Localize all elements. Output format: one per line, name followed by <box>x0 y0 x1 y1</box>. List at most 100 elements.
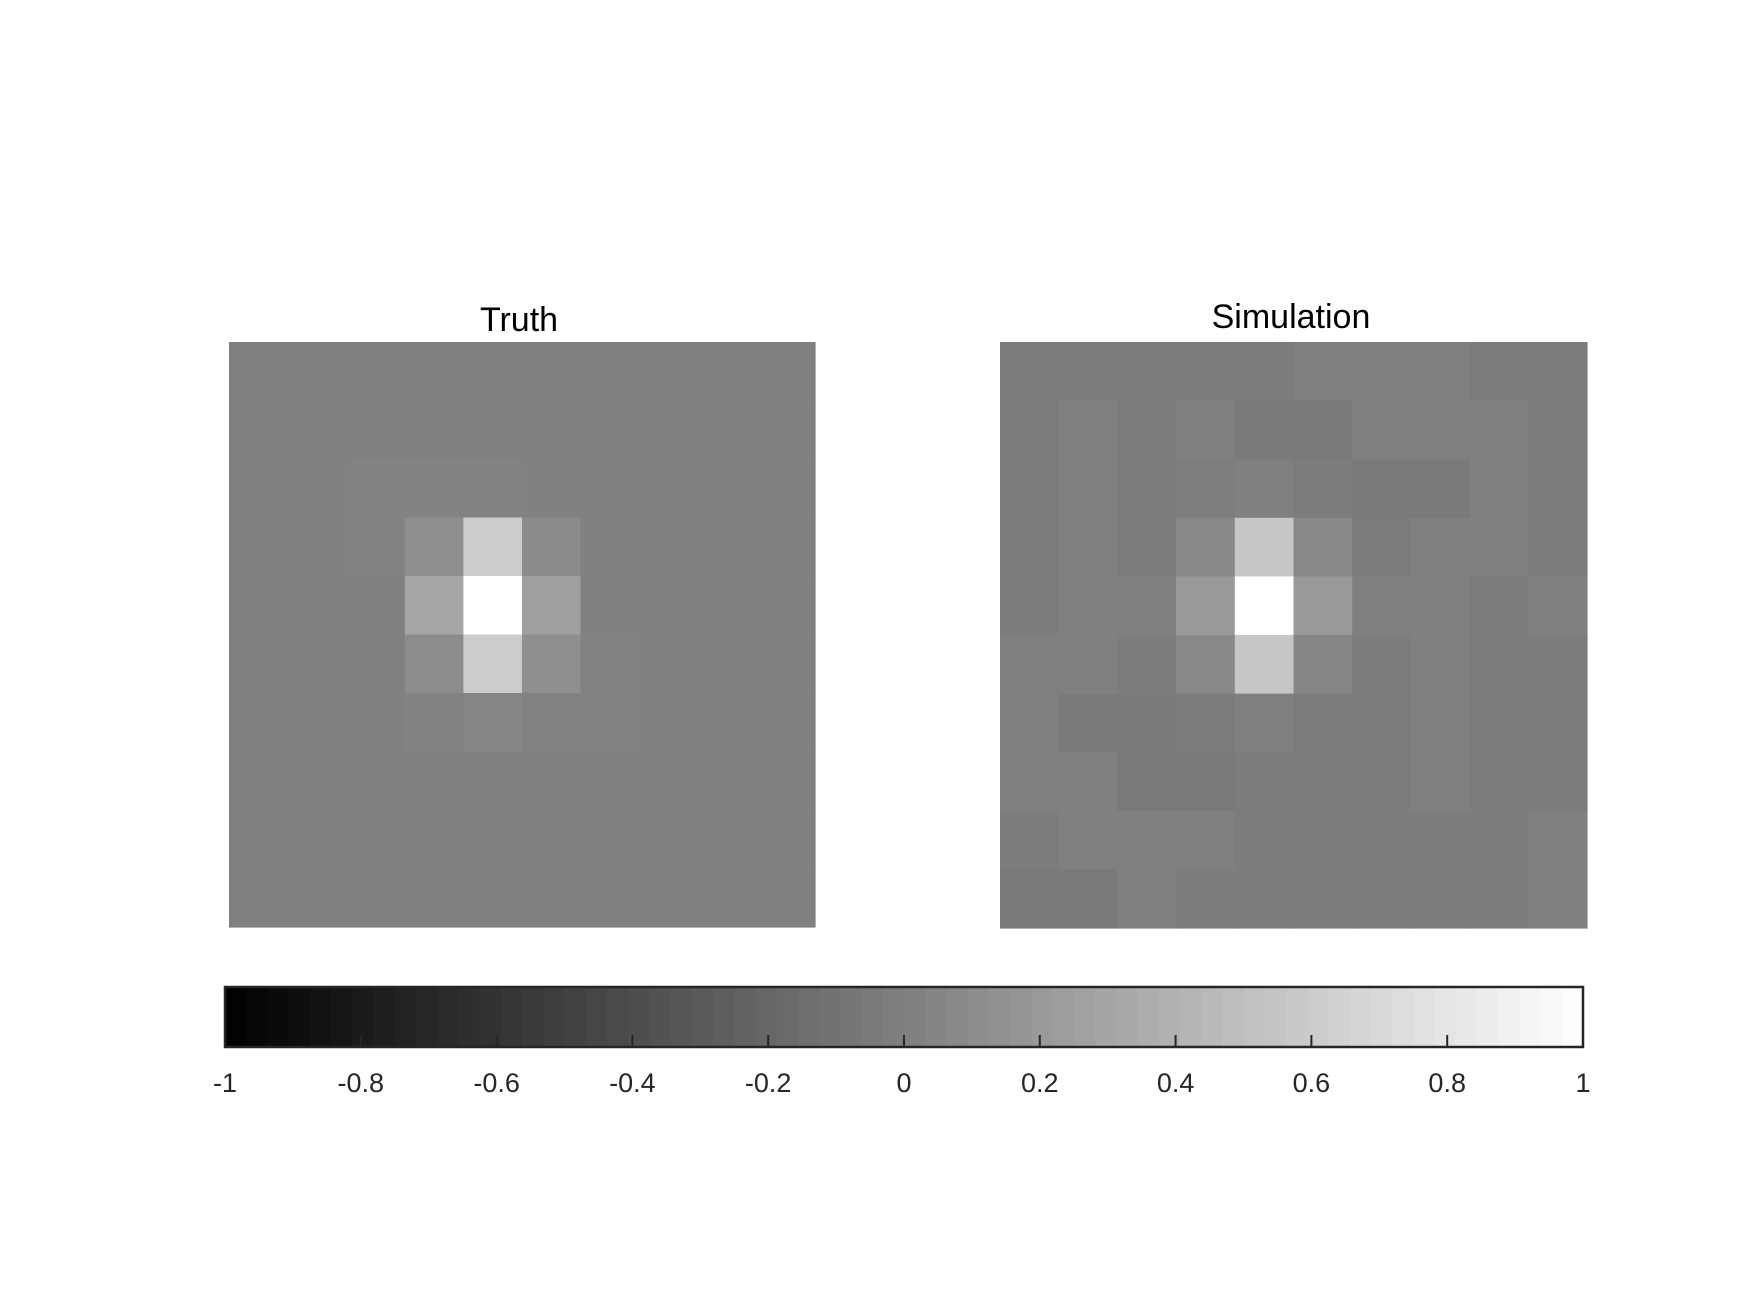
heatmap-cell <box>287 693 347 753</box>
colorbar-step <box>1370 987 1393 1047</box>
heatmap-cell <box>697 400 757 460</box>
heatmap-cell <box>229 576 289 636</box>
heatmap-cell <box>756 517 816 577</box>
heatmap-cell <box>1410 400 1471 460</box>
colorbar-step <box>1307 987 1329 1047</box>
heatmap-cell <box>463 693 523 753</box>
colorbar-step <box>458 987 481 1047</box>
heatmap-cell <box>346 634 406 694</box>
heatmap-cell <box>229 751 289 811</box>
heatmap-cell <box>404 868 464 928</box>
heatmap-cell <box>1176 517 1236 577</box>
heatmap-cell <box>580 400 640 460</box>
colorbar-tick-label: 0.2 <box>1021 1068 1059 1098</box>
heatmap-cell <box>522 400 582 460</box>
heatmap-cell <box>229 810 289 870</box>
colorbar-step <box>309 987 332 1047</box>
heatmap-cell <box>1234 869 1295 929</box>
colorbar-step <box>1116 987 1139 1047</box>
heatmap-cell <box>1528 342 1588 402</box>
heatmap-cell <box>1058 517 1118 577</box>
heatmap-cell <box>404 517 464 577</box>
colorbar-step <box>819 987 841 1047</box>
heatmap-cell <box>287 868 347 928</box>
colorbar-step <box>1476 987 1499 1047</box>
heatmap-cell <box>404 342 464 402</box>
heatmap-cell <box>1293 400 1353 460</box>
colorbar-step <box>1073 987 1096 1047</box>
heatmap-cell <box>287 751 347 811</box>
heatmap-cell <box>229 634 289 694</box>
heatmap-cell <box>756 868 816 928</box>
colorbar-tick-label: -0.8 <box>338 1068 385 1098</box>
colorbar-step <box>713 987 735 1047</box>
heatmap-cell <box>1117 400 1177 460</box>
colorbar-step <box>1328 987 1351 1047</box>
colorbar-step <box>1052 987 1075 1047</box>
heatmap-cell <box>1469 693 1529 753</box>
heatmap-cell <box>756 751 816 811</box>
heatmap-cell <box>1117 869 1177 929</box>
heatmap-cell <box>697 751 757 811</box>
heatmap-cell <box>1058 459 1118 519</box>
colorbar-step <box>437 987 460 1047</box>
heatmap-cell <box>1528 400 1588 460</box>
colorbar-step <box>882 987 905 1047</box>
heatmap-cell <box>1000 459 1060 519</box>
heatmap-cell <box>346 868 406 928</box>
heatmap-cell <box>404 810 464 870</box>
heatmap-cell <box>1410 693 1471 753</box>
heatmap-cell <box>1117 693 1177 753</box>
heatmap-cell <box>404 751 464 811</box>
heatmap-cell <box>404 400 464 460</box>
heatmap-cell <box>1058 869 1118 929</box>
colorbar-step <box>1010 987 1032 1047</box>
heatmap-cell <box>1469 400 1529 460</box>
heatmap-cell <box>1117 635 1177 695</box>
heatmap-cell <box>1000 517 1060 577</box>
heatmap-cell <box>580 634 640 694</box>
colorbar-gradient <box>225 987 1584 1047</box>
heatmap-cell <box>1117 752 1177 812</box>
heatmap-cell <box>463 868 523 928</box>
heatmap-cell <box>580 459 640 519</box>
heatmap-cell <box>1528 517 1588 577</box>
colorbar-tick-label: -1 <box>213 1068 237 1098</box>
heatmap-cell <box>404 576 464 636</box>
heatmap-cell <box>229 693 289 753</box>
heatmap-cell <box>639 459 699 519</box>
colorbar-step <box>904 987 926 1047</box>
colorbar-step <box>925 987 948 1047</box>
colorbar-step <box>1498 987 1520 1047</box>
heatmap-cell <box>1117 810 1177 870</box>
heatmap-cell <box>1176 810 1236 870</box>
heatmap-cell <box>1352 869 1412 929</box>
heatmap-cell <box>697 868 757 928</box>
heatmap-cell <box>1058 576 1118 636</box>
heatmap-cell <box>229 459 289 519</box>
heatmap-cell <box>229 868 289 928</box>
heatmap-cell <box>404 459 464 519</box>
heatmap-cell <box>1528 810 1588 870</box>
colorbar-step <box>1519 987 1542 1047</box>
colorbar-step <box>1455 987 1478 1047</box>
heatmap-cell <box>697 634 757 694</box>
heatmap-cell <box>1410 342 1471 402</box>
heatmap-cell <box>1528 752 1588 812</box>
heatmap-cell <box>1058 635 1118 695</box>
heatmap-cell <box>639 576 699 636</box>
heatmap-cell <box>1058 693 1118 753</box>
heatmap-cell <box>1234 635 1295 695</box>
heatmap-cell <box>287 459 347 519</box>
colorbar-step <box>1137 987 1160 1047</box>
heatmap-cell <box>346 400 406 460</box>
simulation-heatmap-panel: Simulation <box>1000 298 1588 929</box>
heatmap-cell <box>522 693 582 753</box>
heatmap-cell <box>346 517 406 577</box>
heatmap-cell <box>1000 400 1060 460</box>
heatmap-cell <box>522 810 582 870</box>
heatmap-cell <box>1352 752 1412 812</box>
simulation-heatmap-grid <box>1000 342 1588 929</box>
heatmap-cell <box>639 751 699 811</box>
heatmap-cell <box>463 810 523 870</box>
